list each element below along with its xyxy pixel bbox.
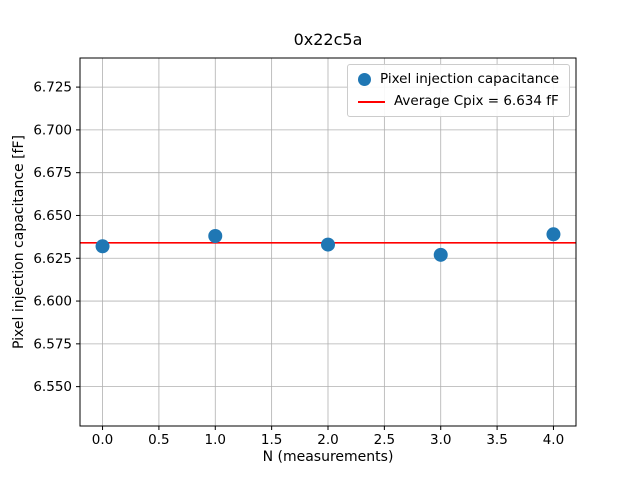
y-tick-label: 6.600 xyxy=(33,294,72,310)
y-tick-label: 6.625 xyxy=(33,251,72,267)
average-line-icon xyxy=(357,100,385,103)
scatter-point xyxy=(95,239,110,254)
y-tick-label: 6.700 xyxy=(33,122,72,138)
y-tick-label: 6.575 xyxy=(33,336,72,352)
scatter-point xyxy=(321,237,335,252)
scatter-point xyxy=(433,247,448,262)
x-tick-label: 2.5 xyxy=(374,432,395,448)
x-tick-label: 1.0 xyxy=(205,432,226,448)
x-tick-label: 3.0 xyxy=(430,432,451,448)
y-tick-label: 6.650 xyxy=(33,208,72,224)
y-tick-label: 6.675 xyxy=(33,165,72,181)
x-tick-label: 2.0 xyxy=(317,432,338,448)
x-axis-label: N (measurements) xyxy=(262,449,394,465)
scatter-point xyxy=(208,229,223,244)
chart-title: 0x22c5a xyxy=(293,30,363,49)
x-tick-label: 0.5 xyxy=(148,432,169,448)
x-tick-label: 3.5 xyxy=(486,432,507,448)
legend: Pixel injection capacitance Average Cpix… xyxy=(346,64,570,117)
y-tick-label: 6.725 xyxy=(33,80,72,96)
y-axis-label: Pixel injection capacitance [fF] xyxy=(11,135,27,349)
scatter-marker-icon xyxy=(357,73,371,86)
x-tick-label: 4.0 xyxy=(543,432,564,448)
x-tick-label: 1.5 xyxy=(261,432,282,448)
legend-label-scatter: Pixel injection capacitance xyxy=(379,71,559,87)
legend-label-average: Average Cpix = 6.634 fF xyxy=(393,93,559,109)
scatter-point xyxy=(546,227,561,242)
y-tick-label: 6.550 xyxy=(33,379,72,395)
legend-item-average: Average Cpix = 6.634 fF xyxy=(357,93,559,110)
legend-item-scatter: Pixel injection capacitance xyxy=(357,71,559,88)
x-tick-label: 0.0 xyxy=(92,432,113,448)
